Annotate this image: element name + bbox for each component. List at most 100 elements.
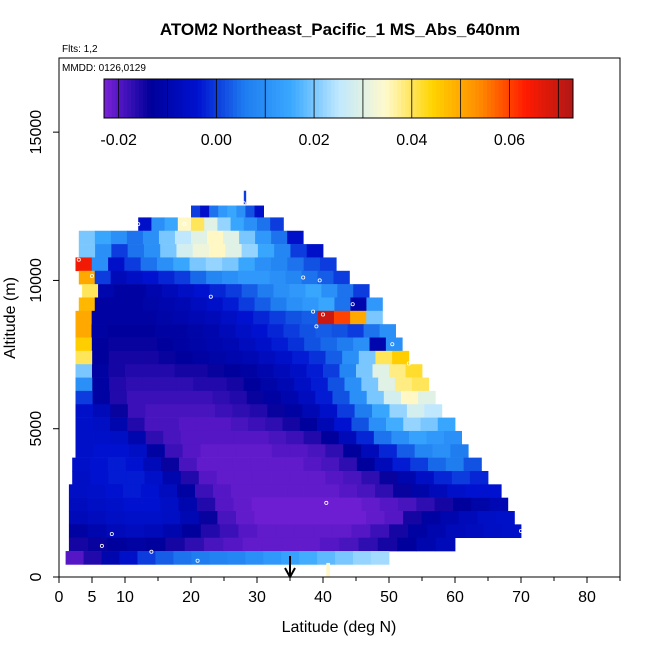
heatmap-cell	[86, 484, 106, 498]
heatmap-cell	[78, 297, 96, 312]
x-tick-label: 50	[380, 589, 398, 606]
colorbar-swatch	[541, 79, 547, 118]
heatmap-cell	[240, 364, 258, 378]
heatmap-cell	[146, 537, 166, 552]
heatmap-cell	[238, 257, 256, 272]
heatmap-cell	[127, 244, 145, 258]
heatmap-cell	[285, 484, 304, 498]
heatmap-cell	[420, 417, 439, 432]
heatmap-cell	[386, 417, 404, 432]
heatmap-cell	[400, 390, 419, 405]
heatmap-cell	[205, 257, 223, 272]
colorbar-swatch	[354, 79, 359, 118]
heatmap-cell	[489, 497, 509, 512]
heatmap-cell	[75, 310, 93, 325]
heatmap-cell	[122, 484, 142, 498]
heatmap-cell	[109, 390, 128, 405]
heatmap-cell	[331, 324, 348, 338]
sample-marker	[136, 222, 141, 227]
chart-title: ATOM2 Northeast_Pacific_1 MS_Abs_640nm	[160, 20, 520, 39]
heatmap-cell	[189, 257, 207, 272]
heatmap-cell	[307, 470, 326, 485]
colorbar-swatch	[565, 79, 570, 118]
heatmap-cell	[177, 284, 195, 298]
heatmap-cell	[107, 310, 125, 325]
colorbar-swatch	[381, 79, 386, 118]
heatmap-cell	[373, 430, 392, 445]
heatmap-cell	[231, 484, 250, 498]
heatmap-cell	[108, 257, 125, 272]
heatmap-cell	[375, 350, 393, 365]
colorbar-swatch	[119, 79, 125, 118]
heatmap-cell	[95, 244, 112, 258]
colorbar-swatch	[498, 79, 504, 118]
heatmap-cell	[257, 217, 271, 232]
heatmap-cell	[93, 444, 112, 458]
heatmap-cell	[354, 404, 373, 418]
heatmap-cell	[303, 457, 322, 472]
heatmap-cell	[361, 444, 380, 458]
sample-marker	[406, 361, 411, 366]
heatmap-cell	[356, 364, 373, 378]
heatmap-cell	[339, 364, 357, 378]
heatmap-cell	[334, 297, 351, 312]
heatmap-cell	[92, 350, 110, 365]
colorbar-swatch	[299, 79, 304, 118]
heatmap-cell	[286, 430, 305, 445]
colorbar-swatch	[186, 79, 191, 118]
heatmap-cell	[358, 537, 379, 552]
heatmap-cell	[332, 390, 350, 405]
heatmap-cell	[75, 430, 94, 445]
heatmap-cell	[207, 364, 225, 378]
heatmap-cell	[163, 524, 183, 539]
colorbar-swatch	[447, 79, 453, 118]
heatmap-cell	[349, 390, 368, 405]
colorbar-swatch	[455, 79, 461, 118]
heatmap-cell	[110, 430, 129, 445]
heatmap-cell	[110, 270, 127, 285]
heatmap-cell	[123, 324, 140, 338]
colorbar-tick-label: 0.02	[299, 132, 330, 149]
colorbar-swatch	[369, 79, 375, 118]
heatmap-cell	[222, 297, 239, 312]
colorbar-swatch	[209, 79, 214, 118]
heatmap-cell	[160, 244, 177, 258]
colorbar-swatch	[256, 79, 261, 118]
heatmap-cell	[458, 511, 478, 525]
colorbar-swatch	[545, 79, 551, 118]
heatmap-cell	[257, 364, 274, 378]
heatmap-cell	[161, 511, 181, 525]
heatmap-cell	[223, 230, 240, 245]
heatmap-cell	[75, 444, 94, 458]
heatmap-cell	[114, 284, 131, 298]
heatmap-cell	[232, 404, 251, 418]
heatmap-cell	[178, 497, 198, 512]
heatmap-cell	[268, 430, 287, 445]
heatmap-cell	[397, 470, 417, 485]
heatmap-cell	[158, 364, 175, 378]
colorbar-swatch	[506, 79, 511, 118]
heatmap-cell	[142, 297, 160, 312]
colorbar-swatch	[166, 79, 171, 118]
heatmap-cell	[104, 484, 124, 498]
heatmap-cell	[125, 350, 143, 365]
heatmap-cell	[191, 230, 208, 245]
heatmap-cell	[370, 524, 390, 539]
heatmap-cell	[209, 284, 227, 298]
heatmap-cell	[298, 390, 316, 405]
heatmap-cell	[366, 310, 383, 325]
heatmap-cell	[126, 390, 145, 405]
heatmap-cell	[209, 551, 228, 565]
heatmap-cell	[261, 537, 282, 552]
colorbar-swatch	[557, 79, 562, 118]
colorbar-swatch	[467, 79, 472, 118]
heatmap-cell	[106, 511, 125, 525]
colorbar-swatch	[197, 79, 203, 118]
sample-marker	[90, 273, 95, 278]
heatmap-cell	[87, 524, 107, 539]
sample-marker	[241, 201, 246, 206]
colorbar-swatch	[272, 79, 277, 118]
heatmap-cell	[403, 417, 421, 432]
heatmap-cell	[292, 350, 310, 365]
heatmap-cell	[251, 497, 271, 512]
